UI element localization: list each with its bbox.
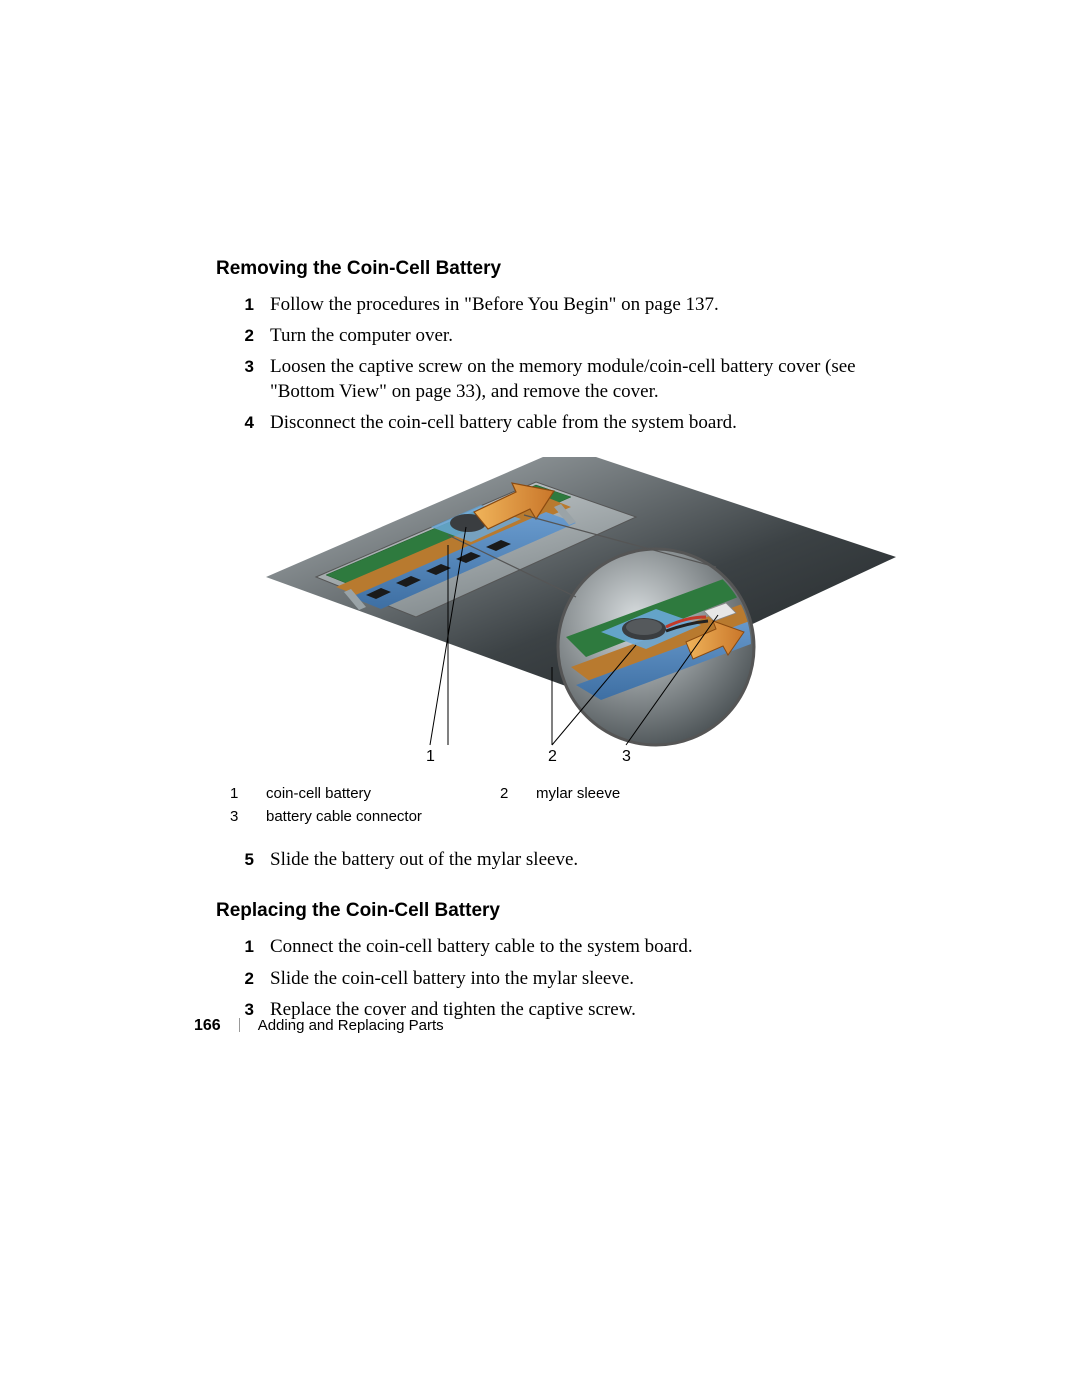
- figure-callout-1: 1: [426, 748, 435, 765]
- step-number: 3: [230, 356, 254, 378]
- step-text: Disconnect the coin-cell battery cable f…: [270, 410, 896, 435]
- step-item: 3 Loosen the captive screw on the memory…: [230, 354, 896, 404]
- legend-number: 1: [230, 785, 250, 802]
- legend-number: 3: [230, 808, 250, 825]
- step-number: 4: [230, 412, 254, 434]
- heading-removing: Removing the Coin-Cell Battery: [216, 258, 896, 280]
- step-text: Slide the coin-cell battery into the myl…: [270, 966, 896, 991]
- step-number: 1: [230, 294, 254, 316]
- step-number: 5: [230, 849, 254, 871]
- step-number: 2: [230, 325, 254, 347]
- steps-replacing: 1 Connect the coin-cell battery cable to…: [230, 934, 896, 1021]
- legend-text: mylar sleeve: [536, 785, 620, 802]
- legend-text: battery cable connector: [266, 808, 422, 825]
- legend-item: 2 mylar sleeve: [500, 785, 770, 802]
- step-item: 5 Slide the battery out of the mylar sle…: [230, 847, 896, 872]
- step-number: 1: [230, 936, 254, 958]
- legend-text: coin-cell battery: [266, 785, 371, 802]
- figure-callout-3: 3: [622, 748, 631, 765]
- step-text: Connect the coin-cell battery cable to t…: [270, 934, 896, 959]
- legend-item: 3 battery cable connector: [230, 808, 500, 825]
- step-text: Loosen the captive screw on the memory m…: [270, 354, 896, 404]
- figure-legend: 1 coin-cell battery 2 mylar sleeve 3 bat…: [230, 785, 896, 825]
- page-footer: 166 Adding and Replacing Parts: [194, 1016, 444, 1035]
- legend-item: 1 coin-cell battery: [230, 785, 500, 802]
- steps-removing: 1 Follow the procedures in "Before You B…: [230, 292, 896, 435]
- page-content: Removing the Coin-Cell Battery 1 Follow …: [216, 258, 896, 1028]
- chapter-title: Adding and Replacing Parts: [258, 1017, 444, 1034]
- footer-divider: [239, 1018, 240, 1032]
- heading-replacing: Replacing the Coin-Cell Battery: [216, 900, 896, 922]
- figure-svg: 1 2 3: [216, 457, 896, 775]
- step-item: 2 Slide the coin-cell battery into the m…: [230, 966, 896, 991]
- step-text: Turn the computer over.: [270, 323, 896, 348]
- steps-removing-continued: 5 Slide the battery out of the mylar sle…: [230, 847, 896, 872]
- figure-callout-2: 2: [548, 748, 557, 765]
- legend-number: 2: [500, 785, 520, 802]
- step-text: Slide the battery out of the mylar sleev…: [270, 847, 896, 872]
- step-text: Follow the procedures in "Before You Beg…: [270, 292, 896, 317]
- step-number: 2: [230, 968, 254, 990]
- step-item: 4 Disconnect the coin-cell battery cable…: [230, 410, 896, 435]
- figure-coin-cell: 1 2 3: [216, 457, 896, 775]
- step-item: 1 Follow the procedures in "Before You B…: [230, 292, 896, 317]
- page-number: 166: [194, 1017, 221, 1035]
- step-item: 1 Connect the coin-cell battery cable to…: [230, 934, 896, 959]
- step-item: 2 Turn the computer over.: [230, 323, 896, 348]
